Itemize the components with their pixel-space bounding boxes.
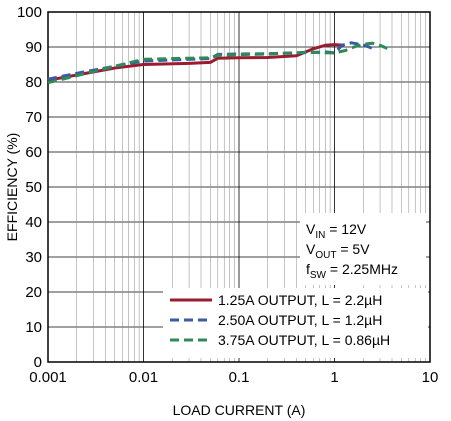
condition-annotation: fSW = 2.25MHz: [306, 261, 398, 281]
legend-label: 3.75A OUTPUT, L = 0.86µH: [218, 332, 390, 348]
y-tick-label: 60: [25, 144, 42, 161]
condition-annotation: VIN = 12V: [306, 221, 367, 241]
y-tick-label: 90: [25, 39, 42, 56]
series-line-1: [47, 43, 344, 82]
x-axis-label: LOAD CURRENT (A): [173, 402, 306, 418]
x-tick-label: 0.001: [29, 369, 67, 386]
y-tick-label: 0: [34, 354, 42, 371]
x-tick-label: 0.1: [229, 369, 250, 386]
y-tick-label: 10: [25, 319, 42, 336]
x-tick-labels: 0.001 0.01 0.1 1 10: [29, 369, 438, 386]
y-tick-label: 80: [25, 74, 42, 91]
y-tick-label: 20: [25, 284, 42, 301]
series-lines: [47, 41, 390, 85]
y-tick-label: 30: [25, 249, 42, 266]
legend-label: 2.50A OUTPUT, L = 1.2µH: [218, 312, 382, 328]
legend-label: 1.25A OUTPUT, L = 2.2µH: [218, 292, 382, 308]
x-tick-label: 10: [422, 369, 439, 386]
y-tick-label: 50: [25, 179, 42, 196]
legend: 1.25A OUTPUT, L = 2.2µH 2.50A OUTPUT, L =…: [170, 292, 390, 348]
series-line-3: [47, 41, 390, 85]
y-tick-labels: 0 10 20 30 40 50 60 70 80 90 100: [17, 4, 42, 371]
y-axis-label: EFFICIENCY (%): [4, 133, 20, 242]
plot-frame: [47, 11, 431, 363]
x-tick-label: 0.01: [129, 369, 158, 386]
annotation-background: [300, 213, 426, 285]
y-tick-label: 40: [25, 214, 42, 231]
y-tick-label: 100: [17, 4, 42, 21]
condition-annotation: VOUT = 5V: [306, 241, 370, 261]
y-tick-label: 70: [25, 109, 42, 126]
x-tick-label: 1: [330, 369, 338, 386]
